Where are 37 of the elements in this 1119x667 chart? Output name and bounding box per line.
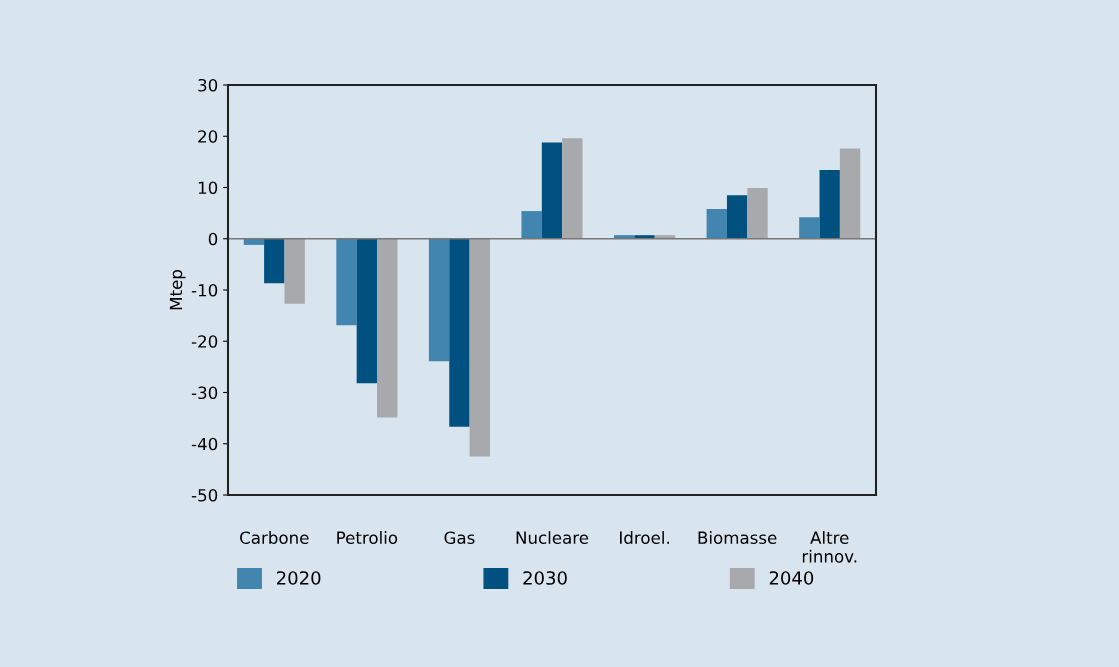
x-tick-label: Altre rinnov. [802,531,857,563]
bar [264,238,285,284]
bar [819,170,840,239]
bar [377,238,398,418]
y-tick-label: 20 [198,130,218,143]
y-tick-label: -20 [191,335,218,348]
bar [562,138,583,239]
bar [799,217,820,239]
bar [336,238,357,326]
legend-label: 2020 [277,571,321,585]
x-tick-label: Biomasse [698,531,777,545]
x-tick-label: Petrolio [337,531,398,545]
legend-label: 2030 [523,571,567,585]
legend-label: 2040 [769,571,814,585]
bar [839,148,861,239]
bar [284,238,305,304]
bar [747,188,768,239]
y-tick-label: -10 [191,283,218,297]
bar [428,238,450,362]
bar [356,238,378,384]
bar [449,238,470,427]
x-tick-label: Gas [444,531,475,545]
bar [706,209,727,239]
y-tick-label: -30 [191,386,218,400]
bar [541,142,563,239]
y-tick-label: 30 [198,78,218,92]
x-tick-label: Nucleare [516,531,589,545]
y-tick-label: 10 [198,181,218,195]
x-tick-label: Carbone [240,531,309,545]
y-tick-label: -40 [191,437,218,451]
x-tick-label: Idroel. [620,531,669,545]
bar [521,211,542,239]
y-axis-title: Mtep [169,270,186,310]
y-tick-label: -50 [191,488,218,502]
y-tick-label: 0 [208,232,218,246]
bar [726,195,748,239]
bar [469,238,490,457]
